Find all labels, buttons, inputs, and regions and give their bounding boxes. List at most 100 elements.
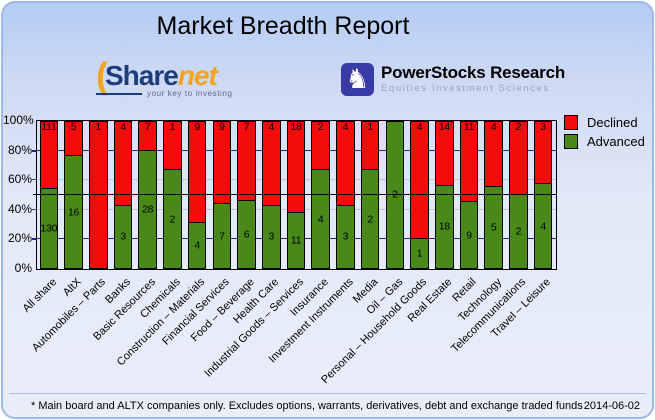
bar-retail: 11 9 <box>459 121 479 269</box>
advanced-segment <box>509 195 528 269</box>
declined-segment <box>484 121 504 187</box>
bar-value-advanced: 3 <box>342 230 349 243</box>
sharenet-tag-rule <box>96 92 142 95</box>
advanced-segment <box>138 150 158 269</box>
declined-segment <box>113 121 133 206</box>
advanced-segment <box>360 170 380 269</box>
bar-value-advanced: 2 <box>386 189 405 201</box>
sharenet-logo: ( Share net your key to investing <box>96 55 233 98</box>
y-axis-label: 0% <box>14 261 32 275</box>
declined-segment <box>237 121 256 201</box>
bar-value-declined: 7 <box>243 121 250 133</box>
advanced-segment <box>113 205 133 269</box>
declined-segment <box>88 121 108 269</box>
y-axis-label: 60% <box>7 172 32 187</box>
legend-entry-advanced: Advanced <box>564 134 645 149</box>
declined-segment <box>212 121 232 205</box>
powerstocks-title: PowerStocks Research <box>381 63 566 82</box>
advanced-segment <box>187 223 207 269</box>
advanced-segment <box>261 205 281 269</box>
bar-value-advanced: 4 <box>317 213 324 226</box>
x-axis-label-all-share: All share <box>20 276 59 315</box>
bar-value-declined: 9 <box>219 121 225 133</box>
legend-swatch-declined <box>564 115 578 130</box>
advanced-segment <box>336 205 355 269</box>
powerstocks-logo: ♞ PowerStocks Research Equities Investme… <box>341 63 565 96</box>
bar-value-declined: 4 <box>120 121 126 133</box>
advanced-segment <box>212 204 232 269</box>
bar-altx: 5 16 <box>64 121 83 269</box>
sharenet-swoosh-icon: ( <box>96 55 108 96</box>
y-axis-label: 20% <box>7 231 32 246</box>
advanced-segment <box>410 239 429 269</box>
bar-value-declined: 18 <box>290 121 302 133</box>
y-axis-tick <box>32 149 36 152</box>
bar-value-declined: 3 <box>540 121 546 133</box>
bar-value-advanced: 5 <box>490 221 497 234</box>
bar-value-advanced: 9 <box>466 229 472 242</box>
declined-segment <box>434 121 454 186</box>
bar-value-declined: 1 <box>169 121 176 133</box>
y-axis-tick <box>32 208 36 210</box>
report-date: 2014-06-02 <box>583 400 640 412</box>
bar-value-declined: 4 <box>490 121 497 133</box>
bar-value-advanced: 6 <box>243 228 250 241</box>
bar-value-advanced: 4 <box>540 220 546 233</box>
plot-area: 1111305161437281294977643181124431224114… <box>33 120 557 270</box>
advanced-segment <box>484 186 504 269</box>
bar-basic-resources: 7 28 <box>138 121 158 269</box>
bar-value-advanced: 2 <box>515 225 522 238</box>
legend-entry-declined: Declined <box>564 115 645 130</box>
advanced-segment <box>434 185 454 269</box>
bar-value-advanced: 2 <box>367 213 373 226</box>
declined-segment <box>336 121 355 206</box>
legend-label-advanced: Advanced <box>587 134 645 149</box>
bar-value-declined: 1 <box>367 121 373 133</box>
bar-value-declined: 11 <box>463 121 475 133</box>
bar-value-declined: 4 <box>268 121 275 133</box>
bar-value-declined: 9 <box>194 121 200 133</box>
sharenet-tagline: your key to investing <box>147 89 233 98</box>
declined-segment <box>311 121 331 171</box>
bar-all-share: 111 130 <box>39 121 59 269</box>
declined-segment <box>163 121 182 171</box>
legend-swatch-advanced <box>564 134 578 149</box>
advanced-segment <box>311 170 331 269</box>
advanced-segment <box>39 189 59 269</box>
y-axis-tick <box>32 238 36 241</box>
bar-value-advanced: 1 <box>416 247 423 260</box>
bar-value-declined: 111 <box>41 121 57 133</box>
bar-automobiles-parts: 1 <box>88 121 108 269</box>
bar-real-estate: 14 18 <box>434 121 454 269</box>
bar-value-declined: 2 <box>317 121 324 133</box>
advanced-segment <box>533 184 553 269</box>
bar-value-advanced: 130 <box>40 222 58 235</box>
advanced-segment <box>459 202 479 269</box>
declined-segment <box>360 121 380 171</box>
footer-divider <box>9 393 646 394</box>
bar-industrial-goods-services: 18 11 <box>286 121 306 269</box>
bar-value-declined: 7 <box>144 121 151 133</box>
declined-segment <box>261 121 281 206</box>
declined-segment <box>286 121 306 213</box>
bar-value-advanced: 16 <box>68 206 80 219</box>
powerstocks-subtitle: Equities Investment Sciences <box>381 83 550 94</box>
declined-segment <box>533 121 553 185</box>
advanced-segment <box>385 121 405 269</box>
x-axis-labels: All share AltX Automobiles – Parts Banks Bas… <box>20 271 555 393</box>
bar-value-advanced: 11 <box>290 234 302 247</box>
sharenet-brand-net: net <box>177 60 218 91</box>
footer: * Main board and ALTX companies only. Ex… <box>3 400 652 412</box>
bar-oil-gas: 2 <box>385 121 405 269</box>
bar-value-advanced: 2 <box>169 213 176 226</box>
bar-value-advanced: 4 <box>194 239 200 252</box>
